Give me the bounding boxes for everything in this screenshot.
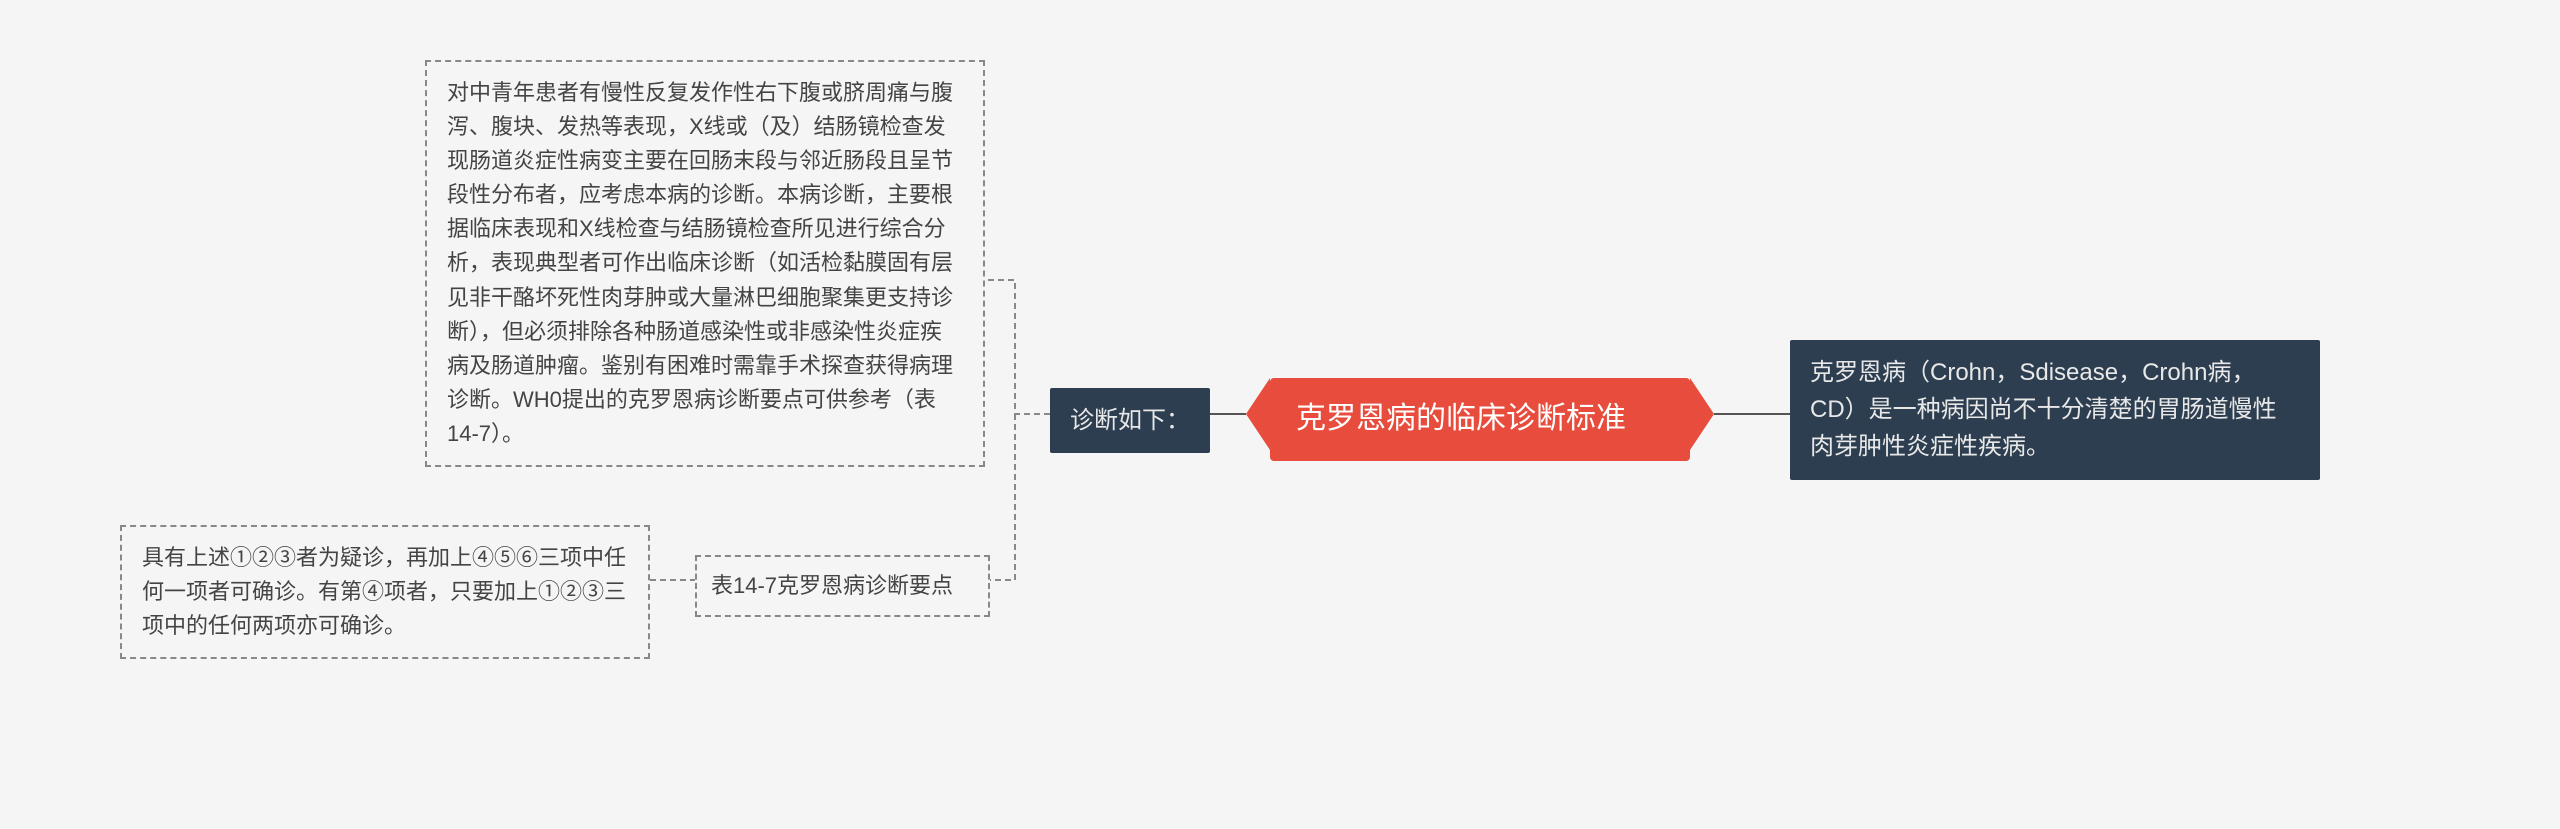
diagnosis-label-node: 诊断如下： bbox=[1050, 388, 1210, 453]
table-label-node: 表14-7克罗恩病诊断要点 bbox=[695, 555, 990, 617]
definition-node: 克罗恩病（Crohn，Sdisease，Crohn病，CD）是一种病因尚不十分清… bbox=[1790, 340, 2320, 480]
table-detail-node: 具有上述①②③者为疑诊，再加上④⑤⑥三项中任何一项者可确诊。有第④项者，只要加上… bbox=[120, 525, 650, 659]
criteria-long-node: 对中青年患者有慢性反复发作性右下腹或脐周痛与腹泻、腹块、发热等表现，X线或（及）… bbox=[425, 60, 985, 467]
root-node: 克罗恩病的临床诊断标准 bbox=[1270, 378, 1690, 461]
